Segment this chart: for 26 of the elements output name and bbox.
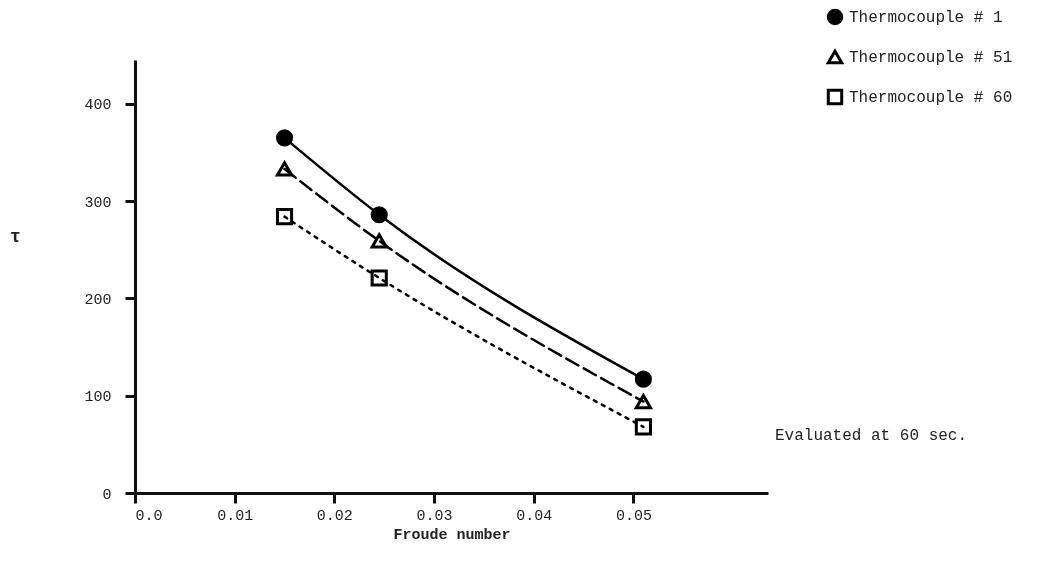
- y-tick-label: 400: [84, 97, 112, 115]
- point: [275, 161, 294, 177]
- y-tick-label: 100: [84, 389, 112, 407]
- point: [275, 129, 294, 147]
- point: [634, 418, 652, 436]
- x-tick-label: 0.03: [416, 507, 453, 525]
- x-tick-label: 0.0: [135, 507, 163, 525]
- point: [275, 208, 294, 226]
- x-tick-label: 0.02: [316, 507, 353, 525]
- point: [370, 269, 388, 287]
- text: Evaluated at 60 sec.: [775, 427, 968, 445]
- legend-label: Thermocouple # 51: [849, 49, 1013, 67]
- x-tick-label: 0.05: [615, 507, 652, 525]
- x-axis-title: Froude number: [393, 526, 511, 544]
- point: [634, 393, 652, 410]
- y-tick-label: 0: [102, 486, 112, 504]
- legend-label: Thermocouple # 60: [849, 89, 1013, 107]
- x-tick-label: 0.04: [516, 507, 553, 525]
- y-tick-label: 300: [84, 194, 112, 212]
- point: [634, 370, 652, 388]
- x-tick-label: 0.01: [217, 507, 254, 525]
- y-tick-label: 200: [84, 291, 112, 309]
- point: [370, 233, 388, 249]
- y-axis-title: τ: [10, 226, 21, 247]
- point: [370, 206, 388, 224]
- legend-label: Thermocouple # 1: [849, 9, 1003, 27]
